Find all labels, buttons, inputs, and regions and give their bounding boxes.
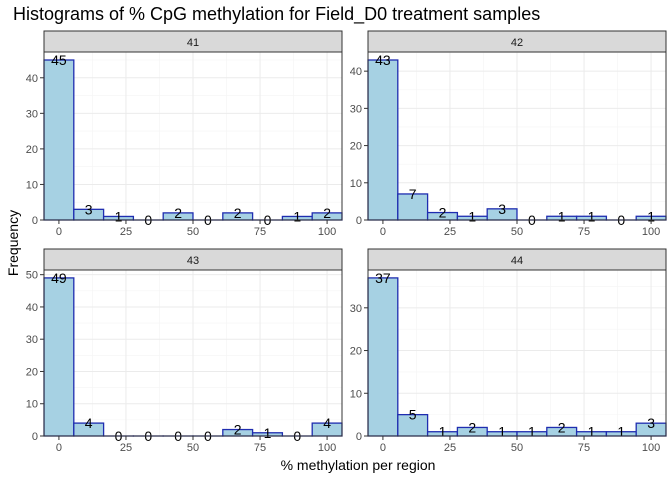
x-tick-label: 100	[318, 226, 336, 238]
x-tick-label: 0	[56, 226, 62, 238]
x-tick-label: 25	[120, 226, 132, 238]
facet-strip-label: 41	[187, 37, 199, 49]
bar-count-label: 2	[234, 422, 242, 438]
bar-count-label: 3	[647, 415, 655, 431]
y-tick-label: 20	[350, 141, 362, 153]
y-tick-label: 40	[26, 302, 38, 314]
y-tick-label: 20	[26, 144, 38, 156]
bar-count-label: 1	[617, 424, 625, 440]
y-axis-title: Frequency	[5, 210, 21, 276]
bar-count-label: 4	[323, 415, 331, 431]
histogram-bar	[397, 193, 429, 221]
bar-count-label: 2	[174, 205, 182, 221]
x-axis-title: % methylation per region	[281, 457, 436, 473]
y-tick-label: 10	[26, 399, 38, 411]
x-tick-label: 100	[642, 442, 660, 454]
y-tick-label: 20	[26, 366, 38, 378]
y-tick-label: 40	[26, 73, 38, 85]
x-tick-label: 50	[511, 226, 523, 238]
y-tick-label: 0	[32, 215, 38, 227]
bar-count-label: 2	[439, 205, 447, 221]
bar-count-label: 1	[293, 208, 301, 224]
y-tick-label: 0	[356, 431, 362, 443]
x-tick-label: 50	[187, 442, 199, 454]
y-tick-label: 30	[26, 108, 38, 120]
facet-strip-label: 42	[511, 37, 523, 49]
bar-count-label: 2	[468, 419, 476, 435]
x-tick-label: 75	[254, 226, 266, 238]
histogram-bar	[367, 277, 399, 437]
x-tick-label: 25	[444, 226, 456, 238]
bar-count-label: 4	[85, 415, 93, 431]
histogram-bar	[43, 277, 75, 437]
bar-count-label: 3	[85, 201, 93, 217]
bar-count-label: 3	[498, 201, 506, 217]
x-tick-label: 25	[444, 442, 456, 454]
y-tick-label: 30	[350, 103, 362, 115]
bar-count-label: 49	[51, 270, 67, 286]
x-tick-label: 100	[642, 226, 660, 238]
y-tick-label: 30	[26, 334, 38, 346]
histogram-bar	[367, 59, 399, 221]
y-tick-label: 40	[350, 66, 362, 78]
y-tick-label: 10	[350, 388, 362, 400]
histogram-bar	[43, 59, 75, 221]
y-tick-label: 0	[356, 215, 362, 227]
x-tick-label: 75	[254, 442, 266, 454]
y-tick-label: 0	[32, 431, 38, 443]
bar-count-label: 43	[375, 52, 391, 68]
x-tick-label: 0	[380, 442, 386, 454]
bar-count-label: 1	[468, 208, 476, 224]
x-tick-label: 75	[578, 226, 590, 238]
bar-count-label: 2	[323, 205, 331, 221]
y-tick-label: 10	[350, 178, 362, 190]
bar-count-label: 37	[375, 270, 391, 286]
bar-count-label: 1	[558, 208, 566, 224]
bar-count-label: 2	[234, 205, 242, 221]
x-tick-label: 50	[511, 442, 523, 454]
bar-count-label: 1	[528, 424, 536, 440]
bar-count-label: 2	[558, 419, 566, 435]
y-tick-label: 50	[26, 270, 38, 282]
bar-count-label: 45	[51, 52, 67, 68]
facet-strip-label: 44	[511, 255, 523, 267]
bar-count-label: 1	[498, 424, 506, 440]
x-tick-label: 50	[187, 226, 199, 238]
bar-count-label: 1	[439, 424, 447, 440]
bar-count-label: 1	[588, 424, 596, 440]
x-tick-label: 25	[120, 442, 132, 454]
y-tick-label: 20	[350, 346, 362, 358]
chart-title: Histograms of % CpG methylation for Fiel…	[13, 4, 540, 25]
bar-count-label: 1	[264, 425, 272, 441]
x-tick-label: 75	[578, 442, 590, 454]
bar-count-label: 1	[115, 208, 123, 224]
bar-count-label: 5	[409, 407, 417, 423]
x-tick-label: 0	[56, 442, 62, 454]
y-tick-label: 30	[350, 303, 362, 315]
bar-count-label: 1	[588, 208, 596, 224]
x-tick-label: 100	[318, 442, 336, 454]
bar-count-label: 1	[647, 208, 655, 224]
bar-count-label: 7	[409, 186, 417, 202]
x-tick-label: 0	[380, 226, 386, 238]
y-tick-label: 10	[26, 179, 38, 191]
facet-strip-label: 43	[187, 255, 199, 267]
